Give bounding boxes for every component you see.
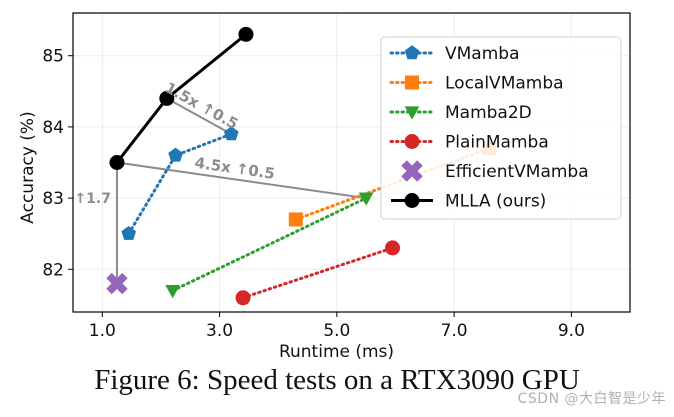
legend-marker xyxy=(401,160,423,182)
legend-label: LocalVMamba xyxy=(445,74,564,94)
legend-marker xyxy=(404,45,420,60)
y-axis-label: Accuracy (%) xyxy=(18,111,38,223)
x-tick-label: 7.0 xyxy=(441,321,468,341)
x-axis-label: Runtime (ms) xyxy=(279,342,394,360)
point-vmamba xyxy=(223,126,239,141)
plot-frame xyxy=(72,12,631,313)
y-tick-label: 83 xyxy=(42,189,64,209)
legend-label: Mamba2D xyxy=(445,103,532,123)
point-plainmamba xyxy=(385,240,401,256)
point-mamba2d xyxy=(165,285,181,299)
point-vmamba xyxy=(168,147,183,162)
legend-label: MLLA (ours) xyxy=(445,192,546,212)
comparison-label: 1.5x ↑0.5 xyxy=(162,78,241,133)
chart: 1.0 3.0 5.0 7.0 9.0 82 83 84 85 Runtime (ms) Accur… xyxy=(18,12,631,360)
point-efficientvmamba xyxy=(106,272,128,295)
y-tick-label: 85 xyxy=(42,47,64,67)
point-mlla-ours- xyxy=(238,26,254,42)
legend-marker xyxy=(404,106,420,120)
point-mlla-ours- xyxy=(109,155,125,170)
x-tick-label: 1.0 xyxy=(89,321,116,341)
point-mlla-ours- xyxy=(159,90,175,106)
watermark: CSDN @大白智是少年 xyxy=(517,391,666,407)
y-tick-label: 84 xyxy=(42,118,64,138)
point-plainmamba xyxy=(235,290,251,306)
legend-marker xyxy=(404,193,420,208)
x-tick-label: 5.0 xyxy=(323,321,350,341)
series-line-mamba2d xyxy=(171,196,368,293)
series-line-vmamba xyxy=(127,132,233,236)
legend-marker xyxy=(405,75,419,90)
y-tick-label: 82 xyxy=(42,260,64,280)
x-tick-label: 9.0 xyxy=(558,321,585,341)
series-line-plainmamba xyxy=(241,246,395,300)
figure-caption: Figure 6: Speed tests on a RTX3090 GPU xyxy=(94,364,580,396)
legend-label: PlainMamba xyxy=(445,133,549,153)
point-localvmamba xyxy=(288,212,303,227)
x-tick-label: 3.0 xyxy=(206,321,233,341)
point-mamba2d xyxy=(358,192,374,206)
legend-marker xyxy=(404,134,420,149)
comparison-line xyxy=(116,161,367,200)
legend-box xyxy=(380,36,622,220)
comparison-label: ↑1.7 xyxy=(74,191,111,207)
legend-label: VMamba xyxy=(445,44,519,64)
comparison-line xyxy=(166,97,232,135)
legend-label: EfficientVMamba xyxy=(445,162,589,182)
point-vmamba xyxy=(121,225,137,240)
